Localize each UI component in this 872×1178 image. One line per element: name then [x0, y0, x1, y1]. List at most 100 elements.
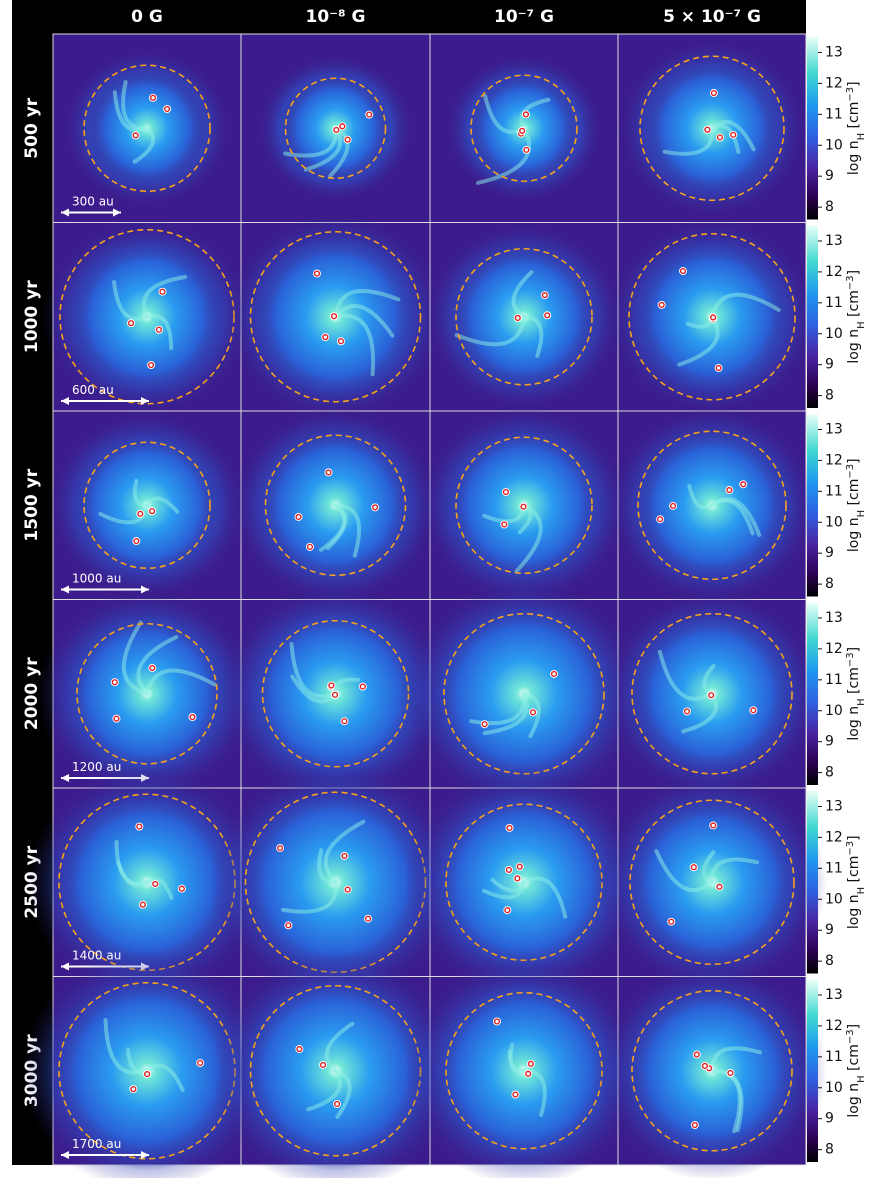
- sink-core: [164, 105, 171, 113]
- sink-particle: [148, 663, 157, 672]
- spiral-arm: [654, 849, 714, 893]
- colorbar: [807, 602, 818, 785]
- scale-label: 1200 au: [72, 760, 121, 774]
- sink-core: [333, 1100, 341, 1108]
- sink-particle: [683, 707, 692, 716]
- colorbar-tick-label: 12: [825, 264, 843, 280]
- colorbar-label-part: log n: [846, 329, 862, 364]
- sink-particle: [333, 1099, 342, 1108]
- disk-boundary: [455, 436, 593, 575]
- spiral-arm: [333, 503, 362, 558]
- sink-core: [730, 131, 737, 138]
- colorbar-tick-label: 11: [825, 106, 843, 122]
- sink-core: [704, 126, 711, 133]
- sink-core: [715, 364, 722, 372]
- sink-particle: [148, 93, 157, 102]
- colorbar-tick-label: 9: [825, 1111, 834, 1127]
- colorbar-label-part: H: [856, 887, 867, 895]
- sink-particle: [321, 333, 330, 342]
- sink-particle: [715, 882, 724, 891]
- spiral-arm: [132, 478, 149, 508]
- sink-core: [708, 692, 715, 699]
- sink-core: [690, 864, 697, 871]
- sink-particle: [154, 325, 163, 334]
- colorbar-label-part: ]: [846, 270, 862, 275]
- sink-core: [529, 709, 537, 716]
- sink-core: [127, 320, 135, 327]
- disk-boundary: [264, 434, 407, 577]
- spiral-arm: [657, 649, 714, 701]
- sink-core: [130, 1086, 137, 1093]
- disk-boundary: [631, 989, 793, 1152]
- scale-label: 600 au: [72, 383, 114, 397]
- colorbar-tick-label: 13: [825, 610, 843, 626]
- sink-particle: [714, 364, 723, 373]
- sink-particle: [305, 542, 314, 551]
- colorbar: [807, 979, 818, 1162]
- spiral-arm: [317, 848, 338, 885]
- sink-particle: [709, 313, 718, 322]
- colorbar-label-part: ]: [846, 81, 862, 86]
- sink-particle: [319, 1060, 328, 1069]
- colorbar-tick-label: 13: [825, 44, 843, 60]
- sink-core: [701, 1062, 708, 1070]
- colorbar-label-part: log n: [846, 706, 862, 741]
- spiral-arm: [333, 1068, 352, 1119]
- sink-particle: [707, 691, 716, 700]
- sink-particle: [667, 917, 676, 926]
- sink-particle: [338, 122, 347, 131]
- colorbar-label-part: H: [856, 321, 867, 329]
- spiral-arm: [141, 274, 188, 319]
- colorbar-label-part: [cm: [846, 667, 862, 698]
- colorbar-tick-label: 9: [825, 168, 834, 184]
- scale-label: 1000 au: [72, 572, 121, 586]
- sink-particle: [689, 863, 698, 872]
- colorbar-tick-label: 9: [825, 734, 834, 750]
- colorbar-tick-label: 11: [825, 295, 843, 311]
- spiral-arm: [121, 620, 149, 696]
- sink-core: [716, 134, 724, 141]
- sink-core: [189, 713, 196, 721]
- sink-particle: [524, 1069, 533, 1078]
- sink-core: [740, 481, 747, 488]
- colorbar-tick-label: 10: [825, 703, 843, 719]
- row-label: 1500 yr: [22, 468, 42, 541]
- colorbar-label-part: −3: [845, 87, 856, 102]
- sink-core: [710, 822, 717, 829]
- sink-core: [330, 313, 338, 320]
- colorbar-tick-label: 11: [825, 483, 843, 499]
- spiral-arm: [324, 1021, 355, 1073]
- sink-particle: [330, 312, 339, 321]
- sink-core: [525, 1070, 532, 1077]
- sink-core: [148, 508, 156, 515]
- spiral-arm: [522, 876, 568, 919]
- sink-core: [132, 132, 139, 139]
- sink-particle: [340, 851, 349, 860]
- sink-particle: [528, 708, 537, 717]
- disk-boundary: [639, 55, 785, 202]
- colorbar-label-part: H: [856, 1075, 867, 1083]
- column-header: 0 G: [131, 7, 163, 27]
- colorbar-label-part: log n: [846, 140, 862, 175]
- spiral-arm: [323, 819, 366, 885]
- sink-core: [504, 907, 511, 914]
- colorbar-label: log nH [cm−3]: [845, 458, 867, 552]
- colorbar-label-part: ]: [846, 647, 862, 652]
- sink-core: [727, 1069, 734, 1077]
- colorbar-label-part: [cm: [846, 856, 862, 887]
- colorbar-label-part: −3: [845, 841, 856, 856]
- sink-particle: [692, 1050, 701, 1059]
- colorbar-tick-label: 10: [825, 891, 843, 907]
- scale-label: 300 au: [72, 195, 114, 209]
- spiral-arm: [306, 1068, 342, 1112]
- sink-particle: [656, 515, 665, 524]
- sink-particle: [132, 537, 141, 546]
- colorbar-tick-label: 12: [825, 1018, 843, 1034]
- sink-particle: [690, 1121, 699, 1130]
- spiral-arm: [710, 497, 762, 537]
- colorbar-label-part: −3: [845, 1029, 856, 1044]
- colorbar-tick-label: 12: [825, 641, 843, 657]
- colorbar-tick-label: 8: [825, 199, 834, 215]
- sink-particle: [127, 319, 136, 328]
- sink-particle: [739, 480, 748, 489]
